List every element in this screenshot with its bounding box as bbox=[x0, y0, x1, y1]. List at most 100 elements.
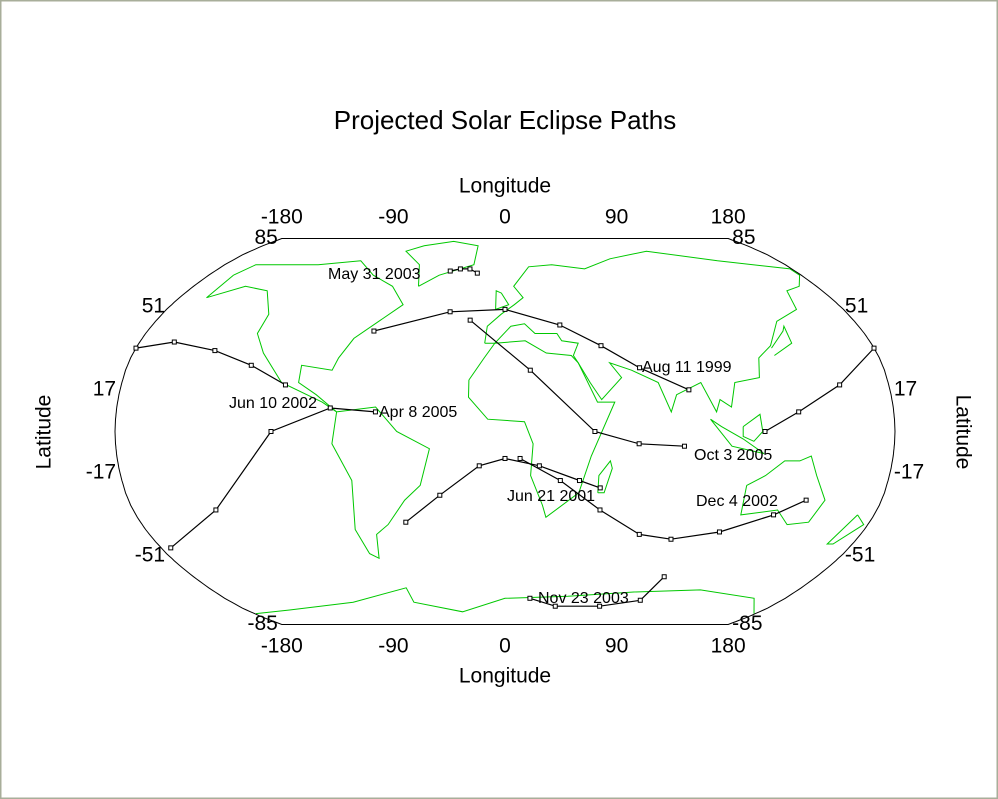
y-tick-label-right: 85 bbox=[732, 226, 755, 249]
land-outline bbox=[740, 455, 826, 526]
eclipse-point bbox=[447, 309, 453, 315]
eclipse-point bbox=[637, 597, 643, 603]
x-axis-title-bottom: Longitude bbox=[459, 665, 551, 688]
y-tick-label-left: -85 bbox=[247, 612, 277, 635]
eclipse-point bbox=[661, 574, 667, 580]
eclipse-point bbox=[762, 429, 768, 434]
x-tick-label-bottom: 0 bbox=[499, 635, 511, 658]
eclipse-point bbox=[803, 497, 809, 503]
y-tick-label-left: -51 bbox=[135, 544, 165, 567]
eclipse-point bbox=[771, 512, 777, 518]
eclipse-point bbox=[457, 266, 463, 272]
eclipse-point bbox=[502, 455, 508, 461]
eclipse-point bbox=[636, 531, 642, 537]
eclipse-point bbox=[636, 441, 642, 447]
land-outline bbox=[484, 250, 801, 414]
eclipse-point bbox=[557, 322, 563, 328]
eclipse-point bbox=[282, 382, 288, 388]
eclipse-track bbox=[519, 457, 807, 540]
eclipse-point bbox=[552, 603, 558, 609]
eclipse-point bbox=[212, 348, 218, 354]
eclipse-label: Dec 4 2002 bbox=[696, 493, 778, 510]
chart-title: Projected Solar Eclipse Paths bbox=[334, 105, 677, 135]
y-tick-label-right: -17 bbox=[894, 461, 924, 484]
eclipse-point bbox=[437, 492, 443, 498]
eclipse-track bbox=[450, 268, 478, 274]
eclipse-point bbox=[517, 455, 523, 461]
eclipse-label: Oct 3 2005 bbox=[694, 447, 772, 464]
land-outline bbox=[467, 340, 616, 519]
x-tick-label-bottom: 180 bbox=[711, 635, 746, 658]
eclipse-point bbox=[716, 529, 722, 535]
eclipse-point bbox=[557, 478, 563, 484]
eclipse-point bbox=[502, 306, 508, 312]
eclipse-point bbox=[597, 603, 603, 609]
eclipse-point bbox=[447, 268, 453, 274]
x-tick-label-top: 180 bbox=[711, 206, 746, 229]
eclipse-point bbox=[168, 545, 174, 551]
eclipse-point bbox=[476, 463, 482, 469]
eclipse-point bbox=[171, 339, 177, 345]
eclipse-point bbox=[668, 536, 674, 542]
eclipse-label: Apr 8 2005 bbox=[379, 404, 457, 421]
eclipse-point bbox=[592, 429, 598, 434]
y-tick-label-left: 85 bbox=[254, 226, 277, 249]
land-outline bbox=[255, 587, 755, 615]
land-outline bbox=[771, 324, 793, 356]
x-tick-label-bottom: 90 bbox=[605, 635, 628, 658]
eclipse-point bbox=[598, 343, 604, 349]
eclipse-point bbox=[686, 387, 692, 393]
eclipse-point bbox=[527, 367, 533, 373]
y-axis-title-right: Latitude bbox=[951, 395, 974, 470]
y-tick-label-right: -85 bbox=[732, 612, 762, 635]
map-outline bbox=[114, 238, 896, 625]
eclipse-point bbox=[403, 519, 409, 525]
eclipse-point bbox=[536, 463, 542, 469]
y-tick-label-right: 51 bbox=[845, 295, 868, 318]
map-border bbox=[114, 238, 896, 625]
eclipse-point bbox=[474, 270, 480, 276]
eclipse-point bbox=[681, 443, 687, 449]
eclipse-point bbox=[597, 507, 603, 513]
y-tick-label-right: 17 bbox=[894, 377, 917, 400]
eclipse-label: Aug 11 1999 bbox=[642, 359, 732, 376]
land-outline bbox=[825, 514, 865, 545]
x-tick-label-top: -180 bbox=[261, 206, 303, 229]
eclipse-point bbox=[467, 317, 473, 323]
eclipse-point bbox=[133, 345, 139, 351]
land-outline bbox=[206, 260, 404, 413]
eclipse-point bbox=[871, 345, 877, 351]
x-tick-label-bottom: -90 bbox=[378, 635, 408, 658]
y-tick-label-right: -51 bbox=[845, 544, 875, 567]
eclipse-point bbox=[637, 365, 643, 371]
eclipse-point bbox=[371, 328, 377, 334]
eclipse-point bbox=[597, 485, 603, 491]
x-tick-label-bottom: -180 bbox=[261, 635, 303, 658]
x-tick-label-top: 90 bbox=[605, 206, 628, 229]
eclipse-labels: Aug 11 1999 Jun 21 2001 Jun 10 2002 Dec … bbox=[229, 266, 778, 607]
eclipse-point bbox=[213, 507, 219, 513]
eclipse-point bbox=[527, 595, 533, 601]
eclipse-point bbox=[248, 362, 254, 368]
x-tick-label-top: 0 bbox=[499, 206, 511, 229]
y-tick-label-left: -17 bbox=[86, 461, 116, 484]
eclipse-point bbox=[327, 405, 333, 411]
land-outline bbox=[495, 290, 510, 310]
land-outline bbox=[597, 459, 613, 494]
land-outline bbox=[331, 406, 430, 560]
eclipse-paths bbox=[133, 266, 877, 609]
eclipse-point bbox=[576, 478, 582, 484]
x-axis-title-top: Longitude bbox=[459, 175, 551, 198]
eclipse-point bbox=[268, 429, 274, 434]
land-outline bbox=[710, 418, 765, 455]
y-axis-title-left: Latitude bbox=[33, 395, 56, 470]
y-tick-label-left: 17 bbox=[93, 377, 116, 400]
x-tick-label-top: -90 bbox=[378, 206, 408, 229]
eclipse-label: Jun 21 2001 bbox=[507, 488, 595, 505]
eclipse-label: Jun 10 2002 bbox=[229, 395, 317, 412]
y-tick-label-left: 51 bbox=[142, 295, 165, 318]
eclipse-point bbox=[796, 409, 802, 415]
